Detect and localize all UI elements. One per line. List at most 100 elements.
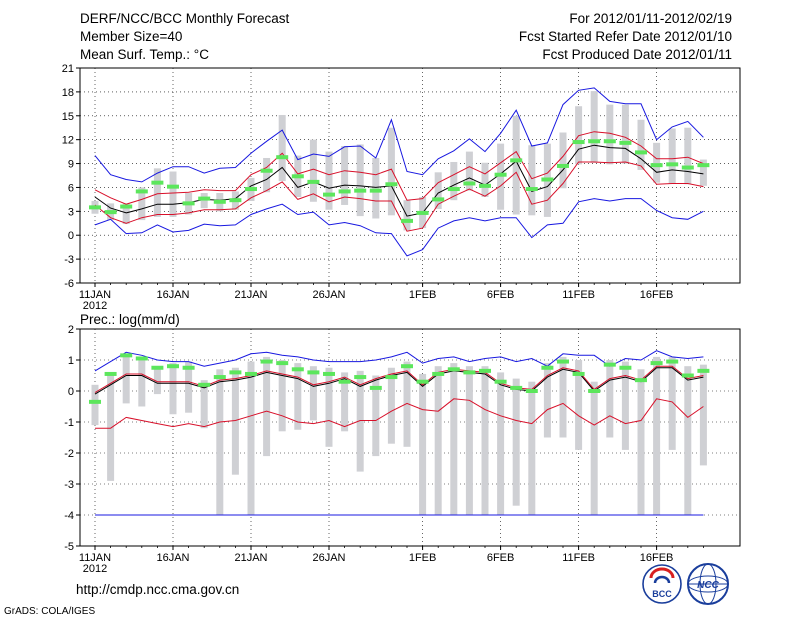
median-marker — [276, 155, 289, 160]
mean-minus-std-line — [95, 398, 704, 429]
ncc-logo-text: NCC — [697, 580, 719, 591]
forecast-period: For 2012/01/11-2012/02/19 — [569, 11, 732, 26]
median-marker — [494, 172, 507, 177]
forecast-start-date: Fcst Started Refer Date 2012/01/10 — [519, 29, 732, 44]
median-marker — [369, 188, 382, 193]
ensemble-box — [138, 187, 146, 221]
ensemble-box — [356, 144, 364, 217]
median-marker — [650, 163, 663, 168]
median-marker — [307, 179, 320, 184]
median-marker — [167, 364, 179, 369]
median-marker — [666, 359, 679, 364]
ensemble-box — [278, 360, 286, 432]
median-marker — [401, 364, 413, 369]
median-marker — [557, 163, 569, 168]
median-marker — [385, 182, 398, 187]
median-marker — [229, 198, 242, 203]
temperature-variable-label: Mean Surf. Temp.: °C — [80, 47, 209, 62]
y-tick-label: -1 — [64, 417, 74, 429]
median-marker — [494, 379, 507, 384]
median-marker — [557, 359, 569, 364]
median-marker — [697, 163, 710, 168]
x-tick-year: 2012 — [83, 563, 107, 575]
ensemble-box — [699, 364, 707, 466]
median-marker — [354, 188, 367, 193]
median-marker — [603, 362, 616, 367]
median-marker — [681, 165, 694, 170]
member-size: Member Size=40 — [80, 29, 182, 44]
ensemble-box — [387, 367, 395, 444]
ensemble-box — [481, 162, 489, 197]
median-marker — [541, 177, 554, 182]
plot-frame — [79, 67, 741, 284]
median-marker — [182, 201, 195, 206]
forecast-produced-date: Fcst Produced Date 2012/01/11 — [542, 47, 732, 62]
ensemble-box — [185, 361, 193, 413]
x-tick-label: 16JAN — [156, 552, 189, 564]
ensemble-box — [294, 363, 302, 430]
y-tick-label: 21 — [62, 63, 74, 75]
x-tick-label: 11JAN — [79, 552, 111, 564]
x-tick-label: 11JAN — [79, 289, 111, 301]
ensemble-box — [169, 363, 177, 415]
median-marker — [245, 371, 257, 376]
median-marker — [245, 187, 257, 192]
median-marker — [463, 181, 476, 186]
x-tick-label: 21JAN — [234, 552, 267, 564]
ensemble-box — [263, 356, 271, 457]
median-marker — [198, 196, 211, 201]
ensemble-box — [497, 372, 505, 515]
ensemble-box — [372, 157, 380, 219]
ensemble-box — [341, 372, 349, 432]
median-marker — [213, 375, 226, 380]
ensemble-box — [465, 151, 473, 191]
median-marker — [603, 139, 616, 144]
median-marker — [525, 187, 538, 192]
ensemble-box — [216, 369, 224, 515]
ensemble-box — [528, 381, 536, 515]
median-marker — [135, 189, 148, 194]
ensemble-box — [169, 171, 177, 217]
median-marker — [198, 382, 211, 387]
median-marker — [697, 368, 710, 373]
y-tick-label: -6 — [64, 278, 74, 290]
max-line — [94, 87, 704, 183]
y-tick-label: 9 — [68, 159, 74, 171]
median-marker — [479, 368, 491, 373]
median-marker — [416, 379, 429, 384]
median-marker — [120, 353, 133, 358]
median-marker — [338, 189, 351, 194]
ensemble-mean-line — [94, 367, 704, 395]
ensemble-box — [606, 360, 614, 438]
ensemble-box — [653, 356, 661, 515]
y-tick-label: -4 — [64, 510, 74, 522]
x-tick-label: 1FEB — [409, 552, 437, 564]
ensemble-box — [465, 366, 473, 515]
x-tick-label: 1FEB — [409, 289, 437, 301]
median-marker — [447, 187, 460, 192]
ensemble-box — [231, 367, 239, 475]
x-tick-label: 26JAN — [312, 289, 345, 301]
ensemble-box — [450, 161, 458, 201]
median-marker — [635, 378, 647, 383]
bcc-logo-text: BCC — [652, 589, 672, 599]
x-tick-year: 2012 — [83, 300, 107, 312]
footer-url[interactable]: http://cmdp.ncc.cma.gov.cn — [76, 582, 239, 597]
x-tick-label: 16FEB — [640, 552, 674, 564]
ensemble-box — [372, 375, 380, 457]
x-tick-label: 6FEB — [487, 552, 515, 564]
ensemble-box — [309, 366, 317, 421]
ensemble-box — [621, 104, 629, 164]
median-marker — [260, 168, 273, 173]
chart-title: DERF/NCC/BCC Monthly Forecast — [80, 11, 290, 26]
median-marker — [291, 367, 304, 372]
ensemble-box — [309, 139, 317, 202]
median-marker — [369, 385, 382, 390]
median-marker — [151, 365, 164, 370]
ensemble-box — [387, 127, 395, 216]
median-marker — [510, 385, 523, 390]
mean-minus-std-line — [94, 161, 704, 232]
ensemble-box — [684, 366, 692, 515]
median-marker — [89, 205, 101, 210]
